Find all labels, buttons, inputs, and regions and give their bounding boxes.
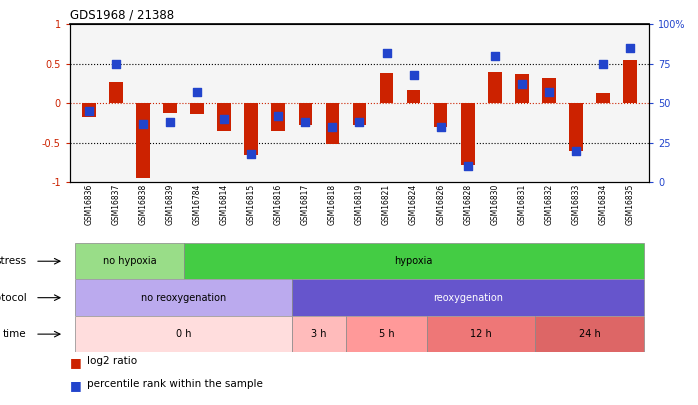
Bar xyxy=(570,103,583,151)
Text: protocol: protocol xyxy=(0,293,27,303)
Point xyxy=(218,116,230,122)
Bar xyxy=(346,316,427,352)
Text: stress: stress xyxy=(0,256,27,266)
Bar xyxy=(535,316,644,352)
Bar xyxy=(292,316,346,352)
Bar xyxy=(191,103,204,113)
Text: no hypoxia: no hypoxia xyxy=(103,256,156,266)
Text: 5 h: 5 h xyxy=(379,329,394,339)
Bar xyxy=(427,316,535,352)
Point xyxy=(625,45,636,51)
Text: no reoxygenation: no reoxygenation xyxy=(141,293,226,303)
Point xyxy=(597,61,609,67)
Bar xyxy=(380,73,393,103)
Point xyxy=(381,49,392,56)
Point xyxy=(138,121,149,127)
Bar xyxy=(299,103,312,126)
Text: percentile rank within the sample: percentile rank within the sample xyxy=(87,379,263,389)
Text: log2 ratio: log2 ratio xyxy=(87,356,138,367)
Bar xyxy=(136,103,149,178)
Point xyxy=(165,119,176,126)
Bar xyxy=(109,82,123,103)
Point xyxy=(354,119,365,126)
Bar xyxy=(434,103,447,127)
Bar xyxy=(217,103,231,131)
Bar xyxy=(75,279,292,316)
Point xyxy=(299,119,311,126)
Point xyxy=(462,163,473,170)
Bar xyxy=(515,74,528,103)
Text: hypoxia: hypoxia xyxy=(394,256,433,266)
Text: time: time xyxy=(3,329,27,339)
Bar xyxy=(244,103,258,155)
Bar xyxy=(184,243,644,279)
Bar xyxy=(488,72,502,103)
Bar xyxy=(352,103,366,126)
Point xyxy=(435,124,446,130)
Point xyxy=(543,89,554,96)
Text: ■: ■ xyxy=(70,356,82,369)
Bar xyxy=(542,78,556,103)
Point xyxy=(110,61,121,67)
Bar xyxy=(75,316,292,352)
Point xyxy=(83,108,94,115)
Bar xyxy=(623,60,637,103)
Bar xyxy=(596,93,610,103)
Bar xyxy=(272,103,285,131)
Point xyxy=(489,53,500,59)
Point xyxy=(517,81,528,87)
Bar xyxy=(75,243,184,279)
Text: ■: ■ xyxy=(70,379,82,392)
Point xyxy=(246,151,257,157)
Point xyxy=(191,89,202,96)
Text: GDS1968 / 21388: GDS1968 / 21388 xyxy=(70,8,174,21)
Text: 24 h: 24 h xyxy=(579,329,600,339)
Text: reoxygenation: reoxygenation xyxy=(433,293,503,303)
Point xyxy=(273,113,284,119)
Bar xyxy=(82,103,96,117)
Bar xyxy=(326,103,339,144)
Bar xyxy=(292,279,644,316)
Point xyxy=(408,72,419,78)
Bar xyxy=(461,103,475,165)
Text: 12 h: 12 h xyxy=(470,329,492,339)
Text: 0 h: 0 h xyxy=(176,329,191,339)
Point xyxy=(570,147,581,154)
Bar xyxy=(407,90,420,103)
Bar xyxy=(163,103,177,113)
Text: 3 h: 3 h xyxy=(311,329,327,339)
Point xyxy=(327,124,338,130)
